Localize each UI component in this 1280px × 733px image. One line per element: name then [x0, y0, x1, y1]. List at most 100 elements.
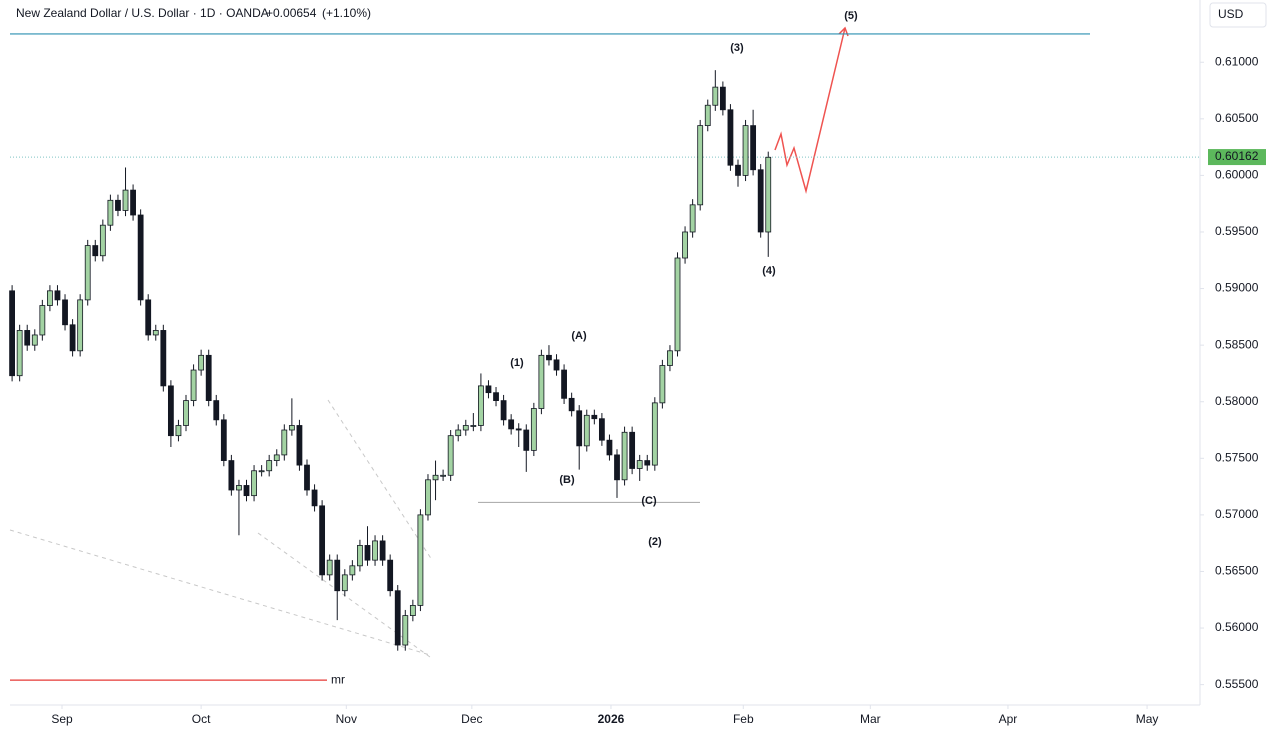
candle-body	[84, 245, 91, 301]
candle-body	[591, 414, 598, 420]
candle-body	[341, 574, 348, 592]
x-tick-label: Oct	[192, 712, 211, 726]
wave-label: (B)	[559, 474, 575, 486]
candle-body	[364, 545, 371, 561]
candle-body	[568, 397, 575, 412]
candle-body	[576, 410, 583, 447]
candle-body	[69, 324, 76, 352]
wave-label: (5)	[844, 10, 858, 22]
candle-body	[485, 385, 492, 394]
candle-body	[326, 559, 333, 576]
candle-body	[122, 189, 129, 211]
candle-body	[651, 402, 658, 466]
wave-label: (3)	[730, 42, 744, 54]
candle-body	[712, 86, 719, 106]
x-tick-label: Feb	[733, 712, 754, 726]
projection-path	[774, 27, 846, 194]
candle-body	[387, 559, 394, 592]
wave-label: (2)	[648, 536, 662, 548]
candle-body	[334, 559, 341, 592]
projection-arrowhead	[838, 26, 849, 37]
candle-body	[205, 354, 212, 401]
y-tick-label: 0.59500	[1215, 224, 1259, 238]
y-tick-label: 0.58000	[1215, 394, 1259, 408]
price-change: +0.00654	[266, 6, 317, 20]
candle-body	[636, 460, 643, 469]
candle-body	[409, 605, 416, 617]
candle-body	[750, 125, 757, 171]
y-tick-label: 0.57500	[1215, 450, 1259, 464]
x-tick-label: Nov	[336, 712, 357, 726]
last-price-label: 0.60162	[1215, 149, 1259, 163]
candle-body	[130, 189, 136, 216]
y-tick-label: 0.59000	[1215, 281, 1259, 295]
candle-body	[470, 425, 477, 427]
candle-body	[228, 460, 235, 491]
candle-body	[583, 414, 590, 447]
last-price-tag	[1208, 149, 1266, 166]
x-tick-label: 2026	[598, 712, 625, 726]
y-tick-label: 0.56500	[1215, 564, 1259, 578]
candle-body	[99, 224, 106, 257]
candle-body	[77, 299, 84, 352]
candle-body	[319, 505, 326, 576]
candle-body	[757, 169, 764, 233]
candle-body	[47, 290, 53, 306]
currency[interactable]: USD	[1218, 7, 1244, 21]
candle-body	[515, 428, 522, 431]
candle-body	[727, 109, 734, 166]
y-tick-label: 0.60500	[1215, 111, 1259, 125]
candle-body	[273, 454, 280, 461]
candle-body	[674, 257, 681, 352]
candle-body	[523, 429, 530, 451]
y-tick-label: 0.58500	[1215, 337, 1259, 351]
candle-body	[137, 214, 144, 301]
candle-body	[500, 400, 507, 421]
candle-body	[742, 125, 749, 176]
candle-body	[258, 470, 265, 473]
candle-body	[455, 429, 462, 437]
candle-body	[682, 231, 688, 259]
currency-box[interactable]	[1209, 2, 1267, 28]
candle-body	[167, 385, 174, 437]
candle-body	[394, 590, 401, 646]
candle-body	[462, 425, 469, 431]
candle-body	[478, 385, 484, 426]
y-tick-label: 0.57000	[1215, 507, 1259, 521]
y-tick-label: 0.60000	[1215, 168, 1259, 182]
candle-body	[379, 540, 386, 561]
candle-body	[175, 425, 182, 437]
candle-body	[115, 199, 121, 211]
candle-body	[402, 615, 409, 646]
candle-body	[304, 464, 310, 491]
candle-body	[145, 299, 152, 336]
candle-body	[357, 545, 363, 567]
wave-label: (C)	[641, 495, 657, 507]
candle-body	[24, 330, 31, 346]
candle-body	[614, 454, 620, 481]
x-tick-label: Mar	[860, 712, 881, 726]
candle-body	[198, 354, 205, 371]
candle-body	[719, 86, 726, 111]
candle-body	[417, 514, 424, 606]
candle-body	[183, 400, 189, 426]
candle-body	[493, 392, 499, 401]
y-tick-label: 0.55500	[1215, 677, 1259, 691]
candle-body	[213, 400, 220, 421]
candle-body	[107, 199, 114, 226]
candle-body	[432, 474, 439, 481]
candle-body	[659, 365, 666, 404]
x-tick-label: Dec	[461, 712, 482, 726]
candle-body	[288, 425, 295, 431]
candle-body	[372, 540, 378, 561]
wedge-line	[9, 529, 431, 656]
candle-body	[735, 164, 741, 176]
candle-body	[561, 369, 567, 399]
candle-body	[152, 330, 159, 336]
candle-body	[236, 485, 242, 491]
candle-body	[190, 369, 197, 401]
candle-body	[160, 330, 167, 387]
candle-body	[92, 245, 99, 257]
candle-body	[553, 359, 560, 371]
